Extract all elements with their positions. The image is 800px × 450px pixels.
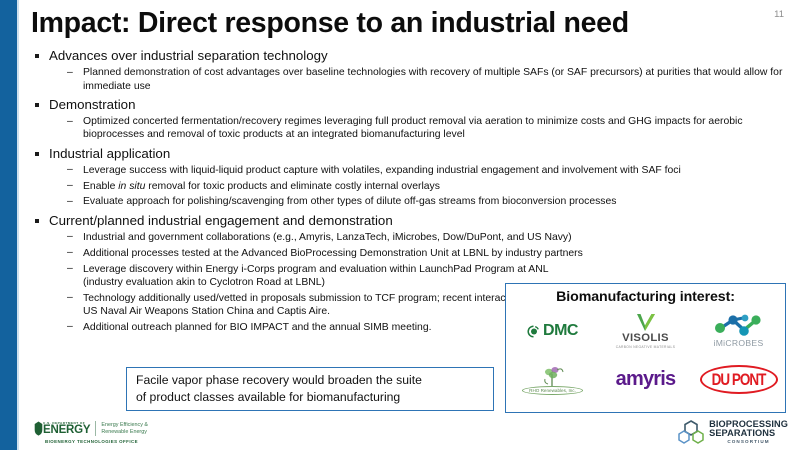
bullet-level1-label: Advances over industrial separation tech… <box>49 48 328 63</box>
bullet-level2-text: Planned demonstration of cost advantages… <box>83 67 783 92</box>
bullet-level1-label: Demonstration <box>49 96 136 112</box>
amyris-wordmark: amyris <box>615 367 676 390</box>
imicrobes-wordmark: iMiCROBES <box>713 338 764 348</box>
doe-department-label: U.S. DEPARTMENT OF <box>43 421 86 425</box>
bullet-level2: – Evaluate approach for polishing/scaven… <box>31 195 783 208</box>
bullet-level2: – Enable in situ removal for toxic produ… <box>31 180 783 193</box>
dash-bullet-icon: – <box>67 231 73 243</box>
bullet-level2-text: Additional outreach planned for BIO IMPA… <box>83 321 432 333</box>
italic-phrase: in situ <box>118 180 146 192</box>
logo-dupont: DU PONT <box>692 355 785 403</box>
bullet-level2-text: Evaluate approach for polishing/scavengi… <box>83 196 617 208</box>
bioprocessing-separations-consortium-logo: BIOPROCESSING SEPARATIONS CONSORTIUM <box>678 419 788 445</box>
rho-plant-icon <box>543 366 563 386</box>
doe-divider <box>95 421 97 437</box>
square-bullet-icon <box>35 218 39 223</box>
square-bullet-icon <box>35 151 39 156</box>
dash-bullet-icon: – <box>67 321 73 333</box>
eere-line-1: Energy Efficiency & <box>101 421 149 428</box>
doe-seal-icon <box>34 421 43 436</box>
doe-text-block: U.S. DEPARTMENT OF ENERGY <box>43 421 91 437</box>
bullet-level1: Current/planned industrial engagement an… <box>31 213 783 229</box>
biopanel-title: Biomanufacturing interest: <box>556 289 735 305</box>
bullet-level2: – Additional outreach planned for BIO IM… <box>31 321 553 334</box>
bullet-level2: – Optimized concerted fermentation/recov… <box>31 115 783 142</box>
bsc-text-block: BIOPROCESSING SEPARATIONS CONSORTIUM <box>709 419 788 444</box>
dmc-mark-icon <box>527 324 539 338</box>
bullet-level2: – Additional processes tested at the Adv… <box>31 247 783 260</box>
slide-number: 11 <box>774 9 784 20</box>
logo-dmc: DMC <box>506 307 599 355</box>
visolis-wordmark: VISOLIS <box>622 332 669 344</box>
logo-visolis: VISOLIS CARBON NEGATIVE MATERIALS <box>599 307 692 355</box>
bullet-level2-text: Optimized concerted fermentation/recover… <box>83 116 743 141</box>
bullet-level1: Advances over industrial separation tech… <box>31 48 783 64</box>
bullet-level2-text: Industrial and government collaborations… <box>83 231 572 243</box>
biomanufacturing-interest-panel: Biomanufacturing interest: DMC <box>505 283 786 413</box>
dash-bullet-icon: – <box>67 195 73 207</box>
bsc-line-2: SEPARATIONS <box>709 428 776 439</box>
eere-line-2: Renewable Energy <box>101 428 147 435</box>
visolis-checkmark-icon <box>636 314 655 331</box>
dash-bullet-icon: – <box>67 292 73 304</box>
square-bullet-icon <box>35 54 39 58</box>
dash-bullet-icon: – <box>67 66 73 78</box>
dash-bullet-icon: – <box>67 164 73 176</box>
bullet-level2: – Technology additionally used/vetted in… <box>31 292 553 319</box>
callout-line-2: of product classes available for biomanu… <box>136 390 401 404</box>
bullet-level2-text: Technology additionally used/vetted in p… <box>83 292 549 317</box>
dash-bullet-icon: – <box>67 180 73 192</box>
doe-logo: U.S. DEPARTMENT OF ENERGY Energy Efficie… <box>34 421 224 444</box>
bullet-level2-text: Enable in situ removal for toxic product… <box>83 180 440 192</box>
bullet-level2: – Leverage success with liquid-liquid pr… <box>31 164 783 177</box>
imicrobes-molecule-icon <box>714 314 761 336</box>
left-accent-hairline <box>17 0 19 450</box>
bsc-hexagon-icon <box>678 420 704 445</box>
visolis-tagline: CARBON NEGATIVE MATERIALS <box>615 345 676 349</box>
dupont-oval-mark: DU PONT <box>699 364 778 394</box>
logo-amyris: amyris <box>599 355 692 403</box>
bsc-line-3: CONSORTIUM <box>727 438 770 444</box>
bullet-level1: Demonstration <box>31 97 783 113</box>
rho-wordmark: RHO Renewables, Inc. <box>522 385 583 395</box>
callout-line-1: Facile vapor phase recovery would broade… <box>136 372 422 387</box>
dash-bullet-icon: – <box>67 263 73 275</box>
bullet-level2: – Leverage discovery within Energy i-Cor… <box>31 263 553 290</box>
doe-logo-row: U.S. DEPARTMENT OF ENERGY Energy Efficie… <box>34 421 224 437</box>
bullet-level2: – Industrial and government collaboratio… <box>31 231 783 244</box>
dmc-wordmark: DMC <box>543 322 578 339</box>
bullet-level2-text: Leverage success with liquid-liquid prod… <box>83 164 681 176</box>
bullet-level2-text: Leverage discovery within Energy i-Corps… <box>83 263 549 288</box>
left-accent-bar <box>0 0 17 450</box>
bullet-list: Advances over industrial separation tech… <box>31 48 783 334</box>
doe-energy-wordmark: ENERGY <box>43 424 91 436</box>
eere-text-block: Energy Efficiency & Renewable Energy <box>101 422 148 436</box>
bullet-level1-label: Current/planned industrial engagement an… <box>49 212 393 228</box>
logo-imicrobes: iMiCROBES <box>692 307 785 355</box>
bullet-level2: – Planned demonstration of cost advantag… <box>31 66 783 93</box>
dmc-lockup: DMC <box>527 322 578 340</box>
bullet-level2-text: Additional processes tested at the Advan… <box>83 247 583 259</box>
dash-bullet-icon: – <box>67 247 73 259</box>
partner-logo-grid: DMC VISOLIS CARBON NEGATIVE MATERIALS <box>506 307 785 403</box>
page-title: Impact: Direct response to an industrial… <box>31 7 629 39</box>
square-bullet-icon <box>35 102 39 107</box>
logo-rho-renewables: RHO Renewables, Inc. <box>506 355 599 403</box>
bullet-level1: Industrial application <box>31 146 783 162</box>
bullet-level1-label: Industrial application <box>49 145 171 161</box>
callout-box: Facile vapor phase recovery would broade… <box>126 367 494 411</box>
bto-office-label: BIOENERGY TECHNOLOGIES OFFICE <box>45 439 138 444</box>
dash-bullet-icon: – <box>67 115 73 127</box>
dupont-wordmark: DU PONT <box>711 369 767 389</box>
bsc-line-1: BIOPROCESSING <box>709 419 788 429</box>
